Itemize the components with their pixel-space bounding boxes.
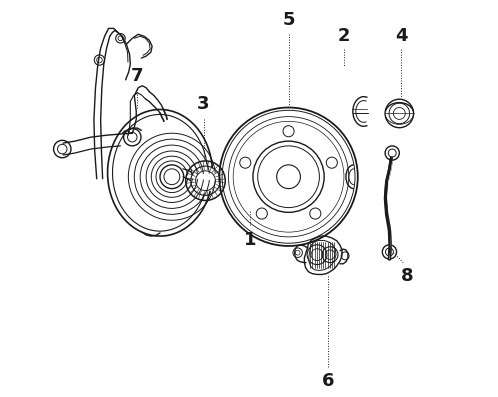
Text: 2: 2 bbox=[338, 27, 350, 45]
Text: 5: 5 bbox=[282, 12, 295, 29]
Text: 6: 6 bbox=[322, 372, 334, 390]
Text: 7: 7 bbox=[131, 67, 144, 85]
Text: 3: 3 bbox=[197, 95, 210, 114]
Text: 1: 1 bbox=[244, 231, 256, 249]
Text: 8: 8 bbox=[401, 267, 413, 285]
Text: 4: 4 bbox=[395, 27, 407, 45]
